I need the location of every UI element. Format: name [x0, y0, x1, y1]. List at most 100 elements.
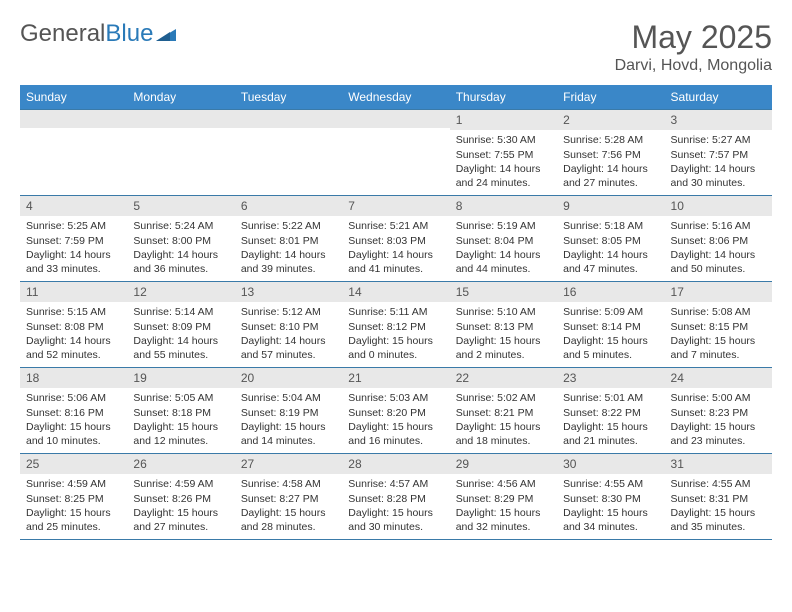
- sunrise-text: Sunrise: 5:18 AM: [563, 219, 658, 233]
- day-body: Sunrise: 5:02 AMSunset: 8:21 PMDaylight:…: [450, 388, 557, 452]
- sunrise-text: Sunrise: 5:25 AM: [26, 219, 121, 233]
- calendar-cell: 12Sunrise: 5:14 AMSunset: 8:09 PMDayligh…: [127, 282, 234, 368]
- sunset-text: Sunset: 8:12 PM: [348, 320, 443, 334]
- sunrise-text: Sunrise: 5:16 AM: [671, 219, 766, 233]
- day-number: 10: [665, 196, 772, 216]
- daylight-text: Daylight: 14 hours and 33 minutes.: [26, 248, 121, 276]
- day-body: Sunrise: 4:58 AMSunset: 8:27 PMDaylight:…: [235, 474, 342, 538]
- day-body: Sunrise: 5:08 AMSunset: 8:15 PMDaylight:…: [665, 302, 772, 366]
- weekday-header: Monday: [127, 85, 234, 110]
- day-number: 8: [450, 196, 557, 216]
- daylight-text: Daylight: 15 hours and 14 minutes.: [241, 420, 336, 448]
- calendar-table: SundayMondayTuesdayWednesdayThursdayFrid…: [20, 85, 772, 540]
- sunrise-text: Sunrise: 5:24 AM: [133, 219, 228, 233]
- sunrise-text: Sunrise: 5:06 AM: [26, 391, 121, 405]
- title-block: May 2025 Darvi, Hovd, Mongolia: [615, 20, 772, 75]
- weekday-header: Saturday: [665, 85, 772, 110]
- daylight-text: Daylight: 14 hours and 50 minutes.: [671, 248, 766, 276]
- day-number: 24: [665, 368, 772, 388]
- sunrise-text: Sunrise: 5:12 AM: [241, 305, 336, 319]
- sunset-text: Sunset: 8:21 PM: [456, 406, 551, 420]
- calendar-week: 18Sunrise: 5:06 AMSunset: 8:16 PMDayligh…: [20, 368, 772, 454]
- day-number: 29: [450, 454, 557, 474]
- sunrise-text: Sunrise: 4:55 AM: [671, 477, 766, 491]
- day-body: Sunrise: 5:06 AMSunset: 8:16 PMDaylight:…: [20, 388, 127, 452]
- daylight-text: Daylight: 15 hours and 18 minutes.: [456, 420, 551, 448]
- sunset-text: Sunset: 8:13 PM: [456, 320, 551, 334]
- day-number: 18: [20, 368, 127, 388]
- day-number: 15: [450, 282, 557, 302]
- day-number: 5: [127, 196, 234, 216]
- sunset-text: Sunset: 8:19 PM: [241, 406, 336, 420]
- sunrise-text: Sunrise: 4:58 AM: [241, 477, 336, 491]
- calendar-cell: 19Sunrise: 5:05 AMSunset: 8:18 PMDayligh…: [127, 368, 234, 454]
- calendar-cell: 1Sunrise: 5:30 AMSunset: 7:55 PMDaylight…: [450, 110, 557, 196]
- sunrise-text: Sunrise: 5:14 AM: [133, 305, 228, 319]
- day-number: 4: [20, 196, 127, 216]
- day-body: Sunrise: 5:04 AMSunset: 8:19 PMDaylight:…: [235, 388, 342, 452]
- calendar-cell: 26Sunrise: 4:59 AMSunset: 8:26 PMDayligh…: [127, 454, 234, 540]
- day-body: Sunrise: 5:09 AMSunset: 8:14 PMDaylight:…: [557, 302, 664, 366]
- day-body: Sunrise: 5:00 AMSunset: 8:23 PMDaylight:…: [665, 388, 772, 452]
- daylight-text: Daylight: 14 hours and 44 minutes.: [456, 248, 551, 276]
- calendar-cell: 29Sunrise: 4:56 AMSunset: 8:29 PMDayligh…: [450, 454, 557, 540]
- day-body: [342, 128, 449, 135]
- sunset-text: Sunset: 8:14 PM: [563, 320, 658, 334]
- calendar-week: 4Sunrise: 5:25 AMSunset: 7:59 PMDaylight…: [20, 196, 772, 282]
- daylight-text: Daylight: 15 hours and 12 minutes.: [133, 420, 228, 448]
- day-number: 28: [342, 454, 449, 474]
- day-number: 27: [235, 454, 342, 474]
- sunset-text: Sunset: 8:08 PM: [26, 320, 121, 334]
- day-number: 23: [557, 368, 664, 388]
- sunset-text: Sunset: 8:00 PM: [133, 234, 228, 248]
- day-number: 9: [557, 196, 664, 216]
- sunrise-text: Sunrise: 5:28 AM: [563, 133, 658, 147]
- daylight-text: Daylight: 15 hours and 30 minutes.: [348, 506, 443, 534]
- weekday-header: Tuesday: [235, 85, 342, 110]
- day-number: 16: [557, 282, 664, 302]
- calendar-cell: 9Sunrise: 5:18 AMSunset: 8:05 PMDaylight…: [557, 196, 664, 282]
- month-title: May 2025: [615, 20, 772, 55]
- day-body: Sunrise: 5:12 AMSunset: 8:10 PMDaylight:…: [235, 302, 342, 366]
- sunrise-text: Sunrise: 5:09 AM: [563, 305, 658, 319]
- calendar-cell: 23Sunrise: 5:01 AMSunset: 8:22 PMDayligh…: [557, 368, 664, 454]
- sunrise-text: Sunrise: 5:02 AM: [456, 391, 551, 405]
- day-body: Sunrise: 5:14 AMSunset: 8:09 PMDaylight:…: [127, 302, 234, 366]
- logo-text-1: General: [20, 20, 105, 48]
- sunset-text: Sunset: 8:06 PM: [671, 234, 766, 248]
- calendar-cell: 7Sunrise: 5:21 AMSunset: 8:03 PMDaylight…: [342, 196, 449, 282]
- page-header: GeneralBlue May 2025 Darvi, Hovd, Mongol…: [20, 20, 772, 75]
- sunrise-text: Sunrise: 5:30 AM: [456, 133, 551, 147]
- sunrise-text: Sunrise: 4:59 AM: [133, 477, 228, 491]
- sunset-text: Sunset: 8:25 PM: [26, 492, 121, 506]
- day-number: [235, 110, 342, 128]
- calendar-cell: 25Sunrise: 4:59 AMSunset: 8:25 PMDayligh…: [20, 454, 127, 540]
- sunrise-text: Sunrise: 5:01 AM: [563, 391, 658, 405]
- daylight-text: Daylight: 15 hours and 32 minutes.: [456, 506, 551, 534]
- daylight-text: Daylight: 14 hours and 57 minutes.: [241, 334, 336, 362]
- weekday-header: Sunday: [20, 85, 127, 110]
- day-body: Sunrise: 5:05 AMSunset: 8:18 PMDaylight:…: [127, 388, 234, 452]
- day-number: [127, 110, 234, 128]
- daylight-text: Daylight: 14 hours and 24 minutes.: [456, 162, 551, 190]
- daylight-text: Daylight: 15 hours and 10 minutes.: [26, 420, 121, 448]
- day-number: 11: [20, 282, 127, 302]
- calendar-cell: 20Sunrise: 5:04 AMSunset: 8:19 PMDayligh…: [235, 368, 342, 454]
- day-body: Sunrise: 4:55 AMSunset: 8:31 PMDaylight:…: [665, 474, 772, 538]
- daylight-text: Daylight: 14 hours and 52 minutes.: [26, 334, 121, 362]
- sunset-text: Sunset: 7:59 PM: [26, 234, 121, 248]
- calendar-cell: 18Sunrise: 5:06 AMSunset: 8:16 PMDayligh…: [20, 368, 127, 454]
- day-body: [235, 128, 342, 135]
- daylight-text: Daylight: 14 hours and 55 minutes.: [133, 334, 228, 362]
- sunset-text: Sunset: 8:05 PM: [563, 234, 658, 248]
- calendar-week: 25Sunrise: 4:59 AMSunset: 8:25 PMDayligh…: [20, 454, 772, 540]
- sunset-text: Sunset: 8:15 PM: [671, 320, 766, 334]
- sunrise-text: Sunrise: 4:59 AM: [26, 477, 121, 491]
- calendar-cell: [127, 110, 234, 196]
- calendar-body: 1Sunrise: 5:30 AMSunset: 7:55 PMDaylight…: [20, 110, 772, 540]
- daylight-text: Daylight: 14 hours and 39 minutes.: [241, 248, 336, 276]
- daylight-text: Daylight: 15 hours and 5 minutes.: [563, 334, 658, 362]
- sunrise-text: Sunrise: 4:55 AM: [563, 477, 658, 491]
- calendar-cell: 4 Sunrise: 5:25 AMSunset: 7:59 PMDaylight…: [20, 196, 127, 282]
- daylight-text: Daylight: 15 hours and 16 minutes.: [348, 420, 443, 448]
